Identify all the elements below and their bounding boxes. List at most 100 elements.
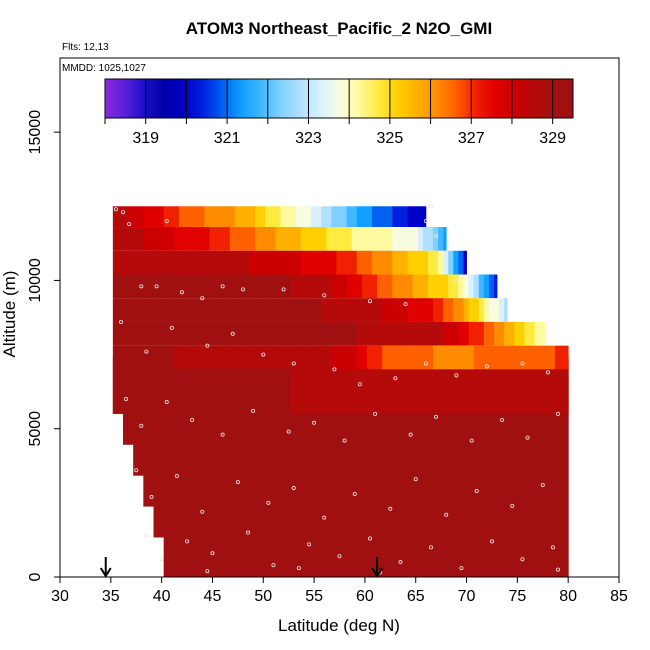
heatmap-cell: [163, 321, 170, 346]
heatmap-cell: [173, 369, 180, 414]
sample-point: [337, 554, 342, 559]
heatmap-cell: [387, 250, 393, 275]
heatmap-cell: [224, 274, 231, 299]
heatmap-cell: [438, 250, 444, 275]
heatmap-cell: [311, 206, 317, 228]
heatmap-cell: [427, 250, 434, 275]
heatmap-cell: [346, 345, 353, 370]
heatmap-cell: [143, 298, 149, 322]
heatmap-cell: [255, 345, 261, 370]
heatmap-cell: [234, 250, 241, 275]
x-tick-label: 75: [508, 588, 526, 605]
sample-points: [113, 204, 561, 575]
sample-point: [296, 566, 301, 571]
heatmap-cell: [295, 250, 302, 275]
heatmap-cell: [305, 227, 312, 251]
heatmap-cell: [407, 345, 414, 370]
heatmap-cell: [529, 321, 536, 346]
heatmap-cell: [199, 274, 205, 299]
heatmap-cell: [123, 250, 129, 275]
heatmap-cell: [316, 357, 327, 577]
heatmap-cell: [422, 345, 429, 370]
heatmap-cell: [270, 321, 276, 346]
heatmap-cell: [519, 345, 525, 370]
heatmap-cell: [229, 206, 236, 228]
heatmap-cell: [255, 357, 266, 577]
heatmap-cell: [173, 357, 185, 577]
heatmap-cell: [199, 206, 205, 228]
heatmap-cell: [458, 357, 470, 577]
heatmap-cell: [204, 321, 210, 346]
heatmap-cell: [488, 369, 495, 414]
heatmap-cell: [422, 227, 429, 251]
heatmap-cell: [275, 369, 281, 414]
heatmap-cell: [524, 369, 530, 414]
colorbar-segment: [495, 79, 515, 118]
sample-point: [322, 515, 327, 520]
heatmap-cell: [539, 321, 546, 346]
heatmap-cell: [331, 274, 337, 299]
heatmap-cell: [539, 345, 546, 370]
heatmap-cell: [244, 357, 256, 577]
sample-point: [139, 284, 144, 289]
heatmap-cell: [189, 321, 195, 346]
heatmap-cell: [265, 206, 271, 228]
heatmap-cell: [433, 298, 439, 322]
heatmap-cell: [194, 227, 200, 251]
heatmap-cell: [351, 227, 358, 251]
sample-point: [210, 551, 215, 556]
heatmap-cell: [168, 250, 175, 275]
heatmap-cell: [539, 369, 546, 414]
heatmap-cell: [488, 345, 495, 370]
heatmap-cell: [326, 298, 332, 322]
heatmap-cell: [372, 321, 378, 346]
heatmap-cell: [549, 369, 556, 414]
heatmap-cell: [173, 227, 180, 251]
heatmap-cell: [473, 321, 480, 346]
heatmap-cell: [493, 321, 500, 346]
sample-point: [261, 352, 266, 357]
heatmap-cell: [148, 206, 154, 228]
heatmap-cell: [366, 227, 373, 251]
heatmap-cell: [488, 274, 495, 299]
heatmap-cell: [133, 298, 139, 322]
heatmap-cell: [199, 345, 205, 370]
colorbar-segment: [163, 79, 184, 118]
heatmap-cell: [417, 321, 424, 346]
heatmap-cell: [422, 274, 429, 299]
heatmap-cell: [427, 227, 434, 251]
heatmap-cell: [260, 206, 266, 228]
heatmap-cell: [173, 250, 180, 275]
heatmap-cell: [387, 321, 393, 346]
heatmap-cell: [468, 298, 475, 322]
heatmap-cell: [300, 274, 307, 299]
heatmap-cell: [219, 206, 226, 228]
colorbar-tick-label: 329: [539, 130, 566, 147]
sample-point: [545, 370, 550, 375]
heatmap-cell: [275, 206, 281, 228]
colorbar-segment: [280, 79, 301, 118]
sample-point: [149, 494, 154, 499]
sample-point: [220, 284, 225, 289]
heatmap-cell: [270, 345, 276, 370]
heatmap-cell: [133, 206, 139, 228]
heatmap-cell: [209, 274, 215, 299]
heatmap-cell: [244, 321, 251, 346]
sample-point: [556, 567, 561, 572]
sample-point: [367, 536, 372, 541]
heatmap-cell: [397, 369, 403, 414]
heatmap-cell: [214, 345, 220, 370]
sample-point: [113, 207, 118, 212]
sample-point: [127, 222, 132, 227]
heatmap-cell: [143, 345, 149, 370]
heatmap-cell: [321, 250, 327, 275]
heatmap-cell: [138, 250, 144, 275]
heatmap-cell: [158, 298, 165, 322]
heatmap-cell: [372, 345, 378, 370]
sample-point: [312, 420, 317, 425]
heatmap-cell: [265, 274, 271, 299]
heatmap-cell: [560, 369, 566, 414]
heatmap-cell: [173, 345, 180, 370]
heatmap-cell: [290, 227, 297, 251]
heatmap-cell: [128, 274, 134, 299]
